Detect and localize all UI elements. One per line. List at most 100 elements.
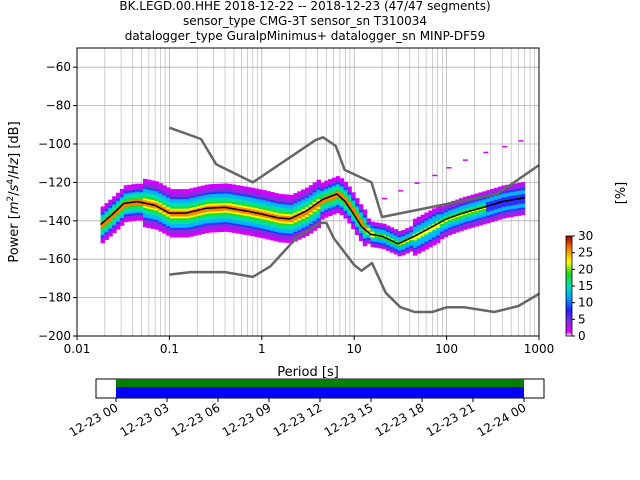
psd-density-cell <box>428 221 433 225</box>
psd-density-cell <box>489 213 495 217</box>
psd-density-cell <box>227 220 233 223</box>
psd-density-cell <box>304 193 310 196</box>
psd-density-cell <box>266 196 271 200</box>
psd-density-cell <box>227 187 233 190</box>
psd-density-cell <box>162 210 167 213</box>
psd-density-cell <box>497 205 503 209</box>
psd-density-cell <box>204 190 210 193</box>
psd-density-cell <box>135 187 140 190</box>
psd-density-cell <box>320 205 325 209</box>
psd-density-cell <box>308 198 314 201</box>
psd-density-cell <box>516 211 522 214</box>
psd-density-cell <box>131 193 136 197</box>
psd-density-cell <box>239 214 244 217</box>
psd-density-cell <box>166 208 171 211</box>
psd-density-cell <box>181 223 187 226</box>
psd-density-cell <box>343 195 348 198</box>
psd-density-cell <box>169 223 175 226</box>
psd-density-cell <box>104 203 109 206</box>
psd-density-cell <box>150 220 156 224</box>
psd-density-cell <box>243 221 248 224</box>
psd-density-cell <box>486 217 491 220</box>
psd-density-cell <box>262 211 267 214</box>
psd-density-cell <box>262 232 267 235</box>
psd-density-cell <box>424 247 429 250</box>
psd-density-cell <box>247 214 252 217</box>
psd-density-cell <box>193 220 198 223</box>
psd-density-cell <box>304 197 310 200</box>
psd-density-cell <box>100 206 106 209</box>
psd-density-cell <box>142 211 148 214</box>
psd-density-cell <box>162 196 167 200</box>
psd-density-cell <box>139 210 144 213</box>
psd-density-cell <box>227 214 233 217</box>
psd-density-cell <box>146 191 152 194</box>
psd-density-cell <box>312 186 318 189</box>
psd-density-cell <box>497 188 503 191</box>
psd-density-cell <box>324 190 329 193</box>
psd-density-cell <box>223 202 229 205</box>
psd-density-cell <box>216 214 221 217</box>
psd-density-cell <box>451 210 456 213</box>
psd-density-cell <box>135 197 140 200</box>
psd-density-cell <box>493 205 499 208</box>
psd-density-cell <box>316 198 321 202</box>
psd-density-cell <box>277 203 283 206</box>
psd-density-cell <box>127 203 133 207</box>
psd-density-cell <box>358 213 364 217</box>
psd-density-cell <box>277 207 283 210</box>
psd-density-cell <box>274 217 279 221</box>
psd-density-cell <box>331 183 337 186</box>
psd-density-cell <box>297 195 302 198</box>
psd-density-cell <box>297 206 302 209</box>
psd-density-cell <box>455 228 460 231</box>
psd-density-cell <box>166 231 171 234</box>
psd-density-cell <box>177 204 183 207</box>
psd-density-cell <box>204 196 210 199</box>
psd-density-cell <box>436 238 441 242</box>
colorbar-tick-label: 10 <box>578 296 593 310</box>
psd-density-cell <box>220 187 225 190</box>
psd-density-cell <box>362 218 368 222</box>
psd-density-cell <box>497 198 503 201</box>
psd-density-cell <box>374 241 379 244</box>
psd-density-cell <box>513 210 518 213</box>
psd-density-cell <box>483 151 489 154</box>
psd-density-cell <box>301 206 306 210</box>
y-tick-label: −140 <box>38 214 71 228</box>
psd-density-cell <box>308 213 314 217</box>
psd-density-cell <box>193 189 198 192</box>
psd-density-cell <box>262 230 267 233</box>
psd-density-cell <box>131 199 136 202</box>
psd-density-cell <box>389 231 395 234</box>
psd-density-cell <box>409 249 414 252</box>
psd-density-cell <box>216 212 221 215</box>
psd-density-cell <box>196 197 202 201</box>
psd-density-cell <box>162 185 167 188</box>
psd-density-cell <box>304 210 310 214</box>
psd-density-cell <box>173 231 179 234</box>
psd-density-cell <box>462 227 468 230</box>
psd-density-cell <box>339 183 345 187</box>
psd-density-cell <box>331 177 337 180</box>
psd-density-cell <box>459 228 464 232</box>
psd-density-cell <box>158 192 163 196</box>
psd-density-cell <box>289 196 294 200</box>
psd-density-cell <box>119 192 125 196</box>
psd-density-cell <box>204 194 210 197</box>
psd-density-cell <box>420 245 426 248</box>
psd-density-cell <box>223 189 229 192</box>
psd-density-cell <box>142 221 148 224</box>
psd-density-cell <box>516 196 522 199</box>
psd-density-cell <box>331 212 337 215</box>
psd-density-cell <box>150 180 156 183</box>
psd-density-cell <box>208 203 213 206</box>
psd-density-cell <box>389 236 395 240</box>
psd-density-cell <box>339 193 345 196</box>
psd-density-cell <box>389 248 395 251</box>
psd-density-cell <box>204 186 210 189</box>
psd-density-cell <box>177 227 183 230</box>
psd-density-cell <box>227 216 233 219</box>
